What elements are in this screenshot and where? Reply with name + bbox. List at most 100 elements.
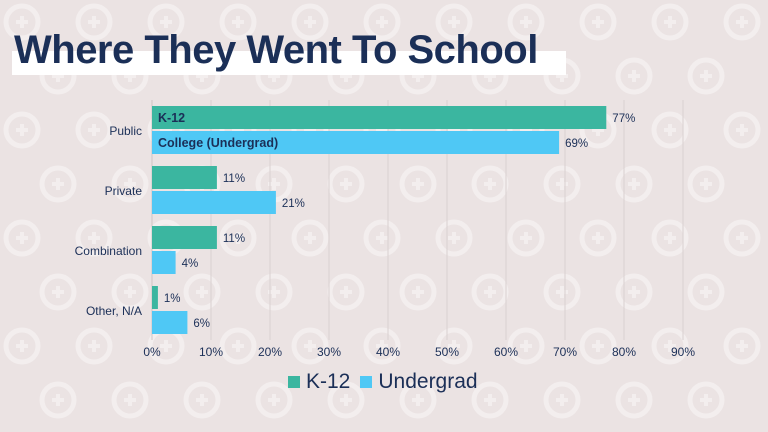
pattern-bubble-icon bbox=[183, 273, 221, 311]
pattern-plus-icon bbox=[196, 394, 208, 406]
pattern-bubble-icon bbox=[435, 219, 473, 257]
legend-label-undergrad: Undergrad bbox=[378, 370, 478, 393]
pattern-plus-icon bbox=[340, 394, 352, 406]
category-label: Combination bbox=[75, 244, 142, 258]
pattern-plus-icon bbox=[16, 124, 28, 136]
pattern-bubble-icon bbox=[111, 165, 149, 203]
pattern-plus-icon bbox=[484, 178, 496, 190]
pattern-plus-icon bbox=[448, 16, 460, 28]
chart-title: Where They Went To School bbox=[14, 28, 538, 72]
pattern-bubble-icon bbox=[543, 273, 581, 311]
pattern-plus-icon bbox=[736, 340, 748, 352]
x-tick-label: 90% bbox=[671, 345, 695, 359]
bar-inline-label: College (Undergrad) bbox=[158, 136, 278, 150]
pattern-plus-icon bbox=[268, 394, 280, 406]
pattern-bubble-icon bbox=[111, 273, 149, 311]
category-label: Public bbox=[109, 124, 142, 138]
legend-item-k12: K-12 bbox=[288, 369, 350, 395]
pattern-bubble-icon bbox=[147, 3, 185, 41]
bar-undergrad bbox=[152, 131, 560, 154]
x-tick-label: 0% bbox=[143, 345, 161, 359]
pattern-plus-icon bbox=[16, 16, 28, 28]
pattern-plus-icon bbox=[664, 16, 676, 28]
pattern-bubble-icon bbox=[615, 57, 653, 95]
pattern-bubble-icon bbox=[75, 327, 113, 365]
pattern-plus-icon bbox=[484, 394, 496, 406]
pattern-plus-icon bbox=[304, 340, 316, 352]
pattern-plus-icon bbox=[592, 340, 604, 352]
pattern-bubble-icon bbox=[687, 57, 725, 95]
pattern-bubble-icon bbox=[219, 3, 257, 41]
pattern-plus-icon bbox=[520, 340, 532, 352]
pattern-bubble-icon bbox=[75, 219, 113, 257]
x-tick-label: 80% bbox=[612, 345, 636, 359]
pattern-bubble-icon bbox=[39, 165, 77, 203]
pattern-bubble-icon bbox=[471, 381, 509, 419]
pattern-bubble-icon bbox=[3, 3, 41, 41]
pattern-plus-icon bbox=[376, 232, 388, 244]
pattern-bubble-icon bbox=[291, 219, 329, 257]
pattern-plus-icon bbox=[412, 286, 424, 298]
pattern-bubble-icon bbox=[75, 111, 113, 149]
legend-swatch-undergrad bbox=[360, 376, 373, 388]
pattern-plus-icon bbox=[196, 286, 208, 298]
pattern-bubble-icon bbox=[507, 219, 545, 257]
pattern-bubble-icon bbox=[543, 381, 581, 419]
pattern-plus-icon bbox=[52, 394, 64, 406]
pattern-bubble-icon bbox=[291, 3, 329, 41]
x-tick-label: 20% bbox=[258, 345, 282, 359]
pattern-bubble-icon bbox=[615, 273, 653, 311]
pattern-plus-icon bbox=[448, 340, 460, 352]
pattern-bubble-icon bbox=[507, 3, 545, 41]
pattern-plus-icon bbox=[412, 178, 424, 190]
pattern-bubble-icon bbox=[255, 381, 293, 419]
pattern-plus-icon bbox=[736, 232, 748, 244]
bar-k-12 bbox=[152, 286, 158, 309]
title-highlight bbox=[12, 51, 566, 75]
pattern-bubble-icon bbox=[651, 327, 689, 365]
pattern-plus-icon bbox=[736, 16, 748, 28]
pattern-plus-icon bbox=[340, 286, 352, 298]
x-tick-label: 60% bbox=[494, 345, 518, 359]
x-tick-label: 50% bbox=[435, 345, 459, 359]
data-label: 11% bbox=[223, 173, 245, 185]
pattern-plus-icon bbox=[52, 178, 64, 190]
pattern-plus-icon bbox=[448, 232, 460, 244]
pattern-plus-icon bbox=[88, 124, 100, 136]
pattern-plus-icon bbox=[664, 340, 676, 352]
pattern-bubble-icon bbox=[615, 165, 653, 203]
pattern-bubble-icon bbox=[183, 381, 221, 419]
pattern-plus-icon bbox=[376, 340, 388, 352]
pattern-plus-icon bbox=[664, 232, 676, 244]
pattern-bubble-icon bbox=[399, 165, 437, 203]
pattern-plus-icon bbox=[340, 178, 352, 190]
x-tick-label: 30% bbox=[317, 345, 341, 359]
pattern-plus-icon bbox=[16, 340, 28, 352]
bar-undergrad bbox=[152, 191, 276, 214]
bar-undergrad bbox=[152, 251, 176, 274]
category-label: Private bbox=[105, 184, 143, 198]
pattern-plus-icon bbox=[700, 394, 712, 406]
pattern-bubble-icon bbox=[579, 327, 617, 365]
x-tick-label: 40% bbox=[376, 345, 400, 359]
pattern-plus-icon bbox=[304, 232, 316, 244]
pattern-bubble-icon bbox=[39, 273, 77, 311]
pattern-bubble-icon bbox=[651, 3, 689, 41]
pattern-plus-icon bbox=[88, 340, 100, 352]
x-tick-label: 70% bbox=[553, 345, 577, 359]
data-label: 11% bbox=[223, 233, 245, 245]
data-label: 1% bbox=[164, 293, 181, 305]
data-label: 77% bbox=[612, 113, 635, 125]
pattern-bubble-icon bbox=[615, 381, 653, 419]
pattern-plus-icon bbox=[304, 16, 316, 28]
pattern-plus-icon bbox=[700, 286, 712, 298]
x-tick-label: 10% bbox=[199, 345, 223, 359]
pattern-bubble-icon bbox=[3, 327, 41, 365]
pattern-bubble-icon bbox=[399, 381, 437, 419]
pattern-plus-icon bbox=[52, 286, 64, 298]
pattern-plus-icon bbox=[520, 16, 532, 28]
pattern-bubble-icon bbox=[363, 3, 401, 41]
pattern-plus-icon bbox=[88, 232, 100, 244]
pattern-plus-icon bbox=[736, 124, 748, 136]
